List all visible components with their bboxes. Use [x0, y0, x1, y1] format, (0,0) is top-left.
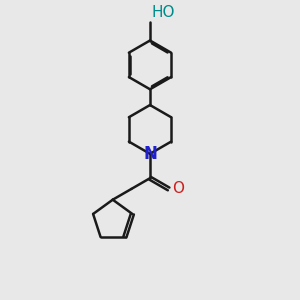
Text: O: O — [172, 182, 184, 196]
Text: HO: HO — [152, 4, 175, 20]
Text: N: N — [143, 145, 157, 163]
